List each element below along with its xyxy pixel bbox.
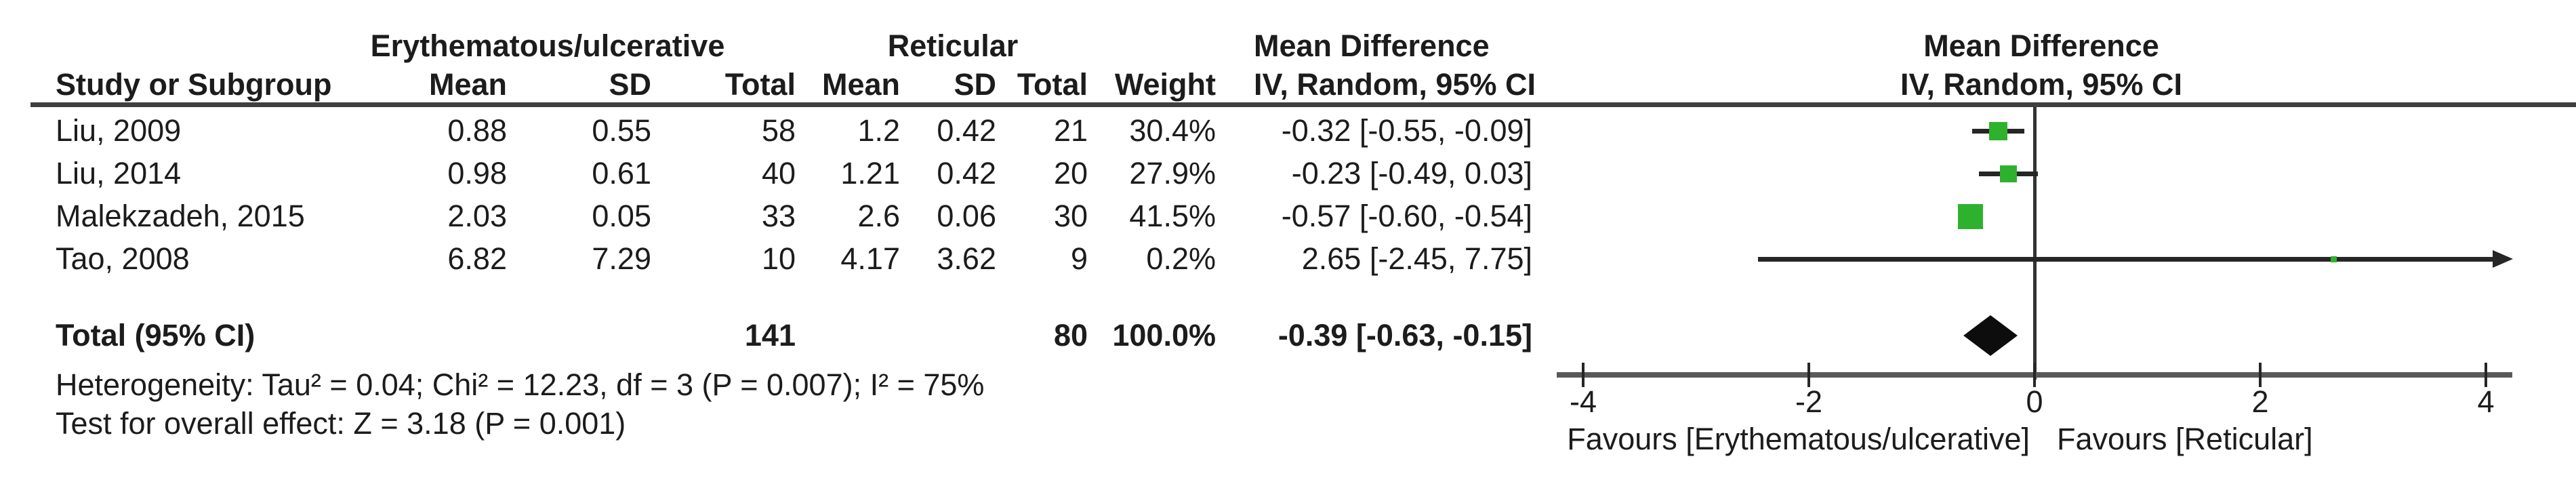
axis-tick-label: 2 (2251, 384, 2269, 419)
axis-tick (2259, 363, 2262, 387)
eu-mean: 0.98 (447, 156, 507, 190)
plot-header-line2: IV, Random, 95% CI (1900, 67, 2182, 102)
eu-mean: 2.03 (447, 199, 507, 233)
reticular-sd: 0.06 (937, 199, 996, 233)
eu-total: 58 (761, 113, 796, 148)
axis-tick (2033, 363, 2036, 387)
group1-header: Erythematous/ulcerative (370, 28, 725, 63)
eu-sd: 0.55 (592, 113, 651, 148)
reticular-mean: 1.21 (840, 156, 900, 190)
axis-tick-label: -2 (1795, 384, 1822, 419)
axis-tick (1582, 363, 1585, 387)
total-weight: 100.0% (1112, 318, 1216, 353)
axis-tick-label: 0 (2026, 384, 2043, 419)
eu-sd: 7.29 (592, 241, 651, 276)
total-eu-total: 141 (744, 318, 796, 353)
eu-mean: 0.88 (447, 113, 507, 148)
total-effect-diamond (1963, 315, 2018, 356)
weight-value: 30.4% (1129, 113, 1216, 148)
eu-sd: 0.61 (592, 156, 651, 190)
study-label: Liu, 2014 (56, 156, 182, 190)
favours-left-label: Favours [Erythematous/ulcerative] (1567, 422, 2030, 456)
ci-clipped-arrow (2493, 250, 2513, 268)
study-point-estimate-marker (2000, 165, 2018, 182)
md-ci-text: -0.32 [-0.55, -0.09] (1281, 113, 1532, 148)
study-point-estimate-marker (1957, 203, 1983, 229)
confidence-interval-line (1758, 257, 2493, 262)
reticular-sd: 0.42 (937, 113, 996, 148)
weight-value: 0.2% (1146, 241, 1216, 276)
reticular-total-header: Total (1017, 67, 1088, 102)
axis-tick-label: 4 (2477, 384, 2495, 419)
reticular-total: 20 (1053, 156, 1088, 190)
total-reticular-total: 80 (1053, 318, 1088, 353)
heterogeneity-text: Heterogeneity: Tau² = 0.04; Chi² = 12.23… (56, 367, 985, 402)
reticular-total: 21 (1053, 113, 1088, 148)
overall-effect-text: Test for overall effect: Z = 3.18 (P = 0… (56, 406, 626, 441)
study-point-estimate-marker (1989, 121, 2008, 140)
reticular-sd: 3.62 (937, 241, 996, 276)
weight-value: 41.5% (1129, 199, 1216, 233)
md-column-header-line1: Mean Difference (1254, 28, 1490, 63)
study-label: Liu, 2009 (56, 113, 182, 148)
eu-sd: 0.05 (592, 199, 651, 233)
md-column-header-line2: IV, Random, 95% CI (1254, 67, 1536, 102)
eu-total: 40 (761, 156, 796, 190)
eu-total: 10 (761, 241, 796, 276)
plot-header-line1: Mean Difference (1923, 28, 2159, 63)
reticular-mean: 4.17 (840, 241, 900, 276)
reticular-mean: 2.6 (857, 199, 900, 233)
eu-total: 33 (761, 199, 796, 233)
study-label: Malekzadeh, 2015 (56, 199, 305, 233)
weight-value: 27.9% (1129, 156, 1216, 190)
study-point-estimate-marker (2330, 256, 2337, 262)
reticular-mean-header: Mean (821, 67, 900, 102)
zero-reference-line (2033, 107, 2037, 380)
eu-mean-header: Mean (428, 67, 507, 102)
reticular-sd-header: SD (954, 67, 996, 102)
reticular-mean: 1.2 (857, 113, 900, 148)
study-label: Tao, 2008 (56, 241, 190, 276)
eu-total-header: Total (724, 67, 796, 102)
md-ci-text: 2.65 [-2.45, 7.75] (1301, 241, 1532, 276)
axis-tick (1807, 363, 1810, 387)
eu-mean: 6.82 (447, 241, 507, 276)
total-label: Total (95% CI) (56, 318, 255, 353)
study-column-header: Study or Subgroup (56, 67, 332, 102)
reticular-sd: 0.42 (937, 156, 996, 190)
weight-header: Weight (1114, 67, 1216, 102)
axis-tick-label: -4 (1569, 384, 1597, 419)
total-md-ci-text: -0.39 [-0.63, -0.15] (1277, 318, 1532, 353)
md-ci-text: -0.23 [-0.49, 0.03] (1291, 156, 1532, 190)
reticular-total: 30 (1053, 199, 1088, 233)
favours-right-label: Favours [Reticular] (2057, 422, 2313, 456)
eu-sd-header: SD (609, 67, 651, 102)
header-separator-line (30, 102, 2576, 107)
md-ci-text: -0.57 [-0.60, -0.54] (1281, 199, 1532, 233)
reticular-total: 9 (1070, 241, 1088, 276)
group2-header: Reticular (887, 28, 1019, 63)
axis-tick (2485, 363, 2487, 387)
